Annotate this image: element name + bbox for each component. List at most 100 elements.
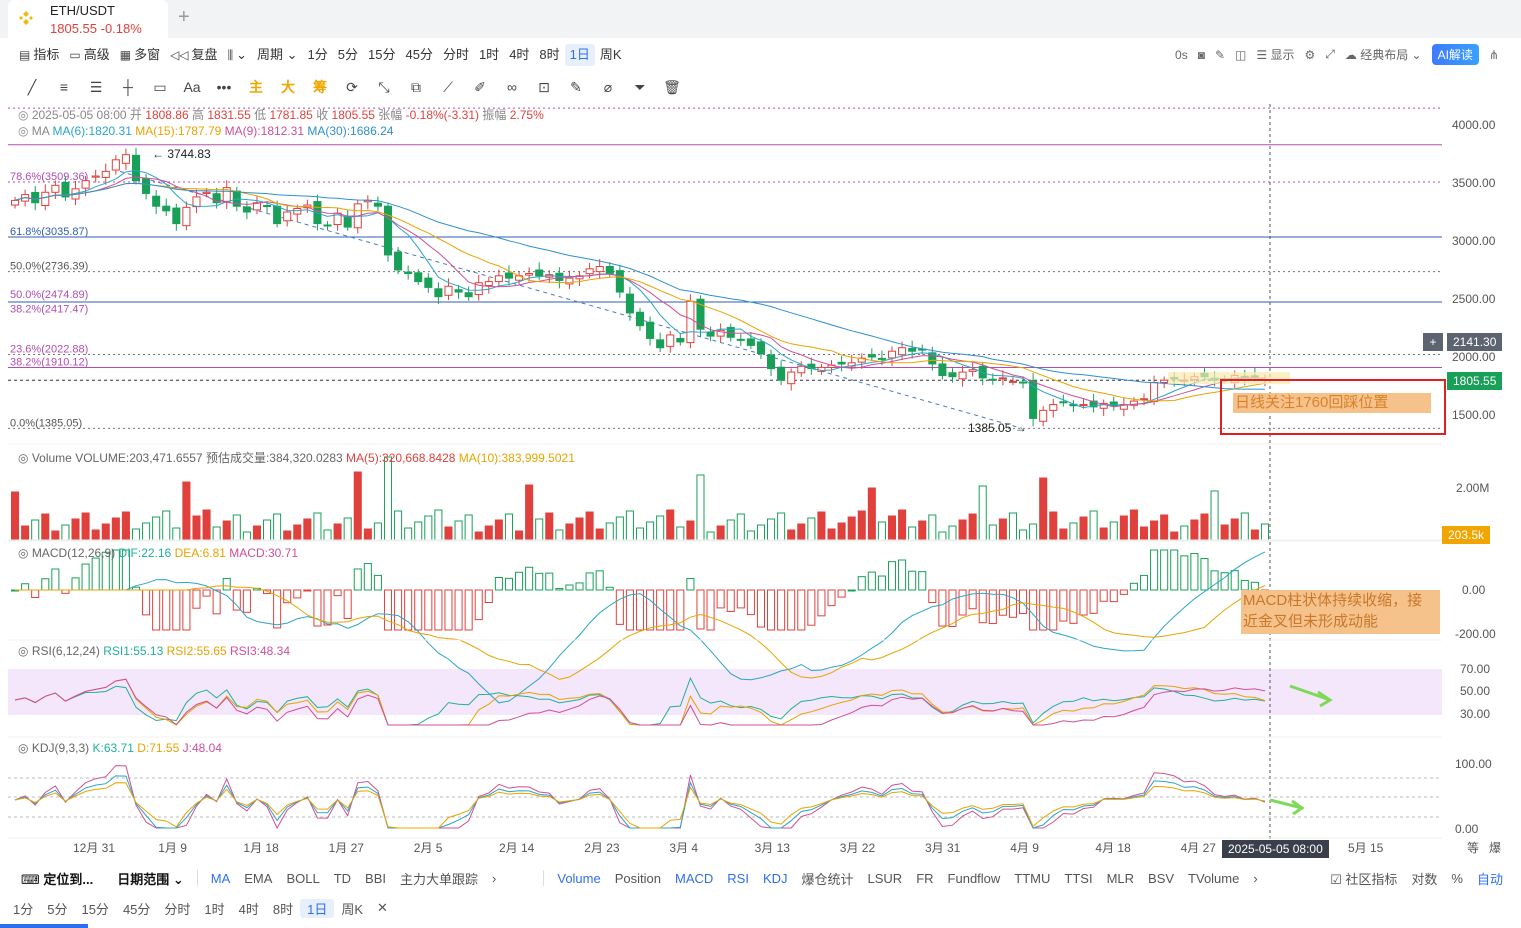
line-tool-icon[interactable]: ╱ <box>27 78 37 95</box>
copy-tool-icon[interactable]: ⧉ <box>411 78 421 95</box>
b-interval-1m[interactable]: 1分 <box>13 901 34 917</box>
sub-ind-lsur[interactable]: LSUR <box>867 870 903 886</box>
b-interval-1h[interactable]: 1时 <box>204 901 225 917</box>
interval-4h[interactable]: 4时 <box>509 47 530 62</box>
magnet-tool-icon[interactable]: ⌀ <box>603 78 613 95</box>
macd-bar <box>837 589 846 598</box>
main-ind-bigorder[interactable]: 主力大单跟踪 <box>400 871 479 887</box>
interval-1m[interactable]: 1分 <box>307 47 328 62</box>
b-interval-15m[interactable]: 15分 <box>81 901 109 917</box>
glasses-tool-icon[interactable]: ∞ <box>507 79 517 95</box>
display-button[interactable]: ☰ 显示 <box>1256 48 1295 62</box>
close-icon[interactable]: ✕ <box>377 900 388 915</box>
advanced-button[interactable]: ▭ 高级 <box>69 47 110 62</box>
percent-scale-toggle[interactable]: % <box>1451 870 1463 886</box>
fullscreen-icon[interactable]: ⤢ <box>1325 47 1335 61</box>
edit-tool-icon[interactable]: ✎ <box>570 78 582 95</box>
pencil-icon[interactable]: ✎ <box>1214 47 1226 62</box>
tab-eth-usdt[interactable]: ETH/USDT 1805.55 -0.18% <box>8 0 168 38</box>
b-interval-4h[interactable]: 4时 <box>238 901 259 917</box>
indicator-button[interactable]: ▤ 指标 <box>19 47 60 62</box>
chart-type-button[interactable]: ⫼ ⌄ <box>227 47 247 62</box>
replay-button[interactable]: ◁◁ 复盘 <box>170 47 218 62</box>
add-alert-icon[interactable]: + <box>1423 333 1443 351</box>
volume-bar <box>1049 511 1058 541</box>
sub-ind-tvolume[interactable]: TVolume <box>1188 870 1240 886</box>
cycle-tool-icon[interactable]: ⟳ <box>346 78 358 95</box>
b-interval-5m[interactable]: 5分 <box>47 901 68 917</box>
more-tools-icon[interactable]: ••• <box>216 79 232 95</box>
sub-ind-mlr[interactable]: MLR <box>1106 870 1135 886</box>
interval-1d[interactable]: 1日 <box>564 44 595 66</box>
annotation-note-macd: MACD柱状体持续收缩，接 近金叉但未形成动能 <box>1241 590 1440 634</box>
layout-dropdown[interactable]: ☁ 经典布局 ⌄ <box>1344 48 1422 62</box>
rect-tool-icon[interactable]: ▭ <box>153 78 167 95</box>
sub-ind-kdj[interactable]: KDJ <box>762 870 788 886</box>
auto-scale-toggle[interactable]: 自动 <box>1476 871 1503 887</box>
sub-ind-macd[interactable]: MACD <box>674 870 714 886</box>
locate-button[interactable]: ⌨ 定位到... <box>21 871 94 887</box>
macd-bar <box>777 589 786 631</box>
main-ind-ema[interactable]: EMA <box>244 870 273 886</box>
sub-ind-position[interactable]: Position <box>614 870 661 886</box>
period-dropdown[interactable]: 周期 ⌄ <box>257 47 298 62</box>
community-indicator-button[interactable]: ☑ 社区指标 <box>1330 871 1398 887</box>
interval-week[interactable]: 周K <box>599 47 622 62</box>
main-ind-ma[interactable]: MA <box>210 870 231 886</box>
measure-tool-icon[interactable]: ⤡ <box>378 78 390 95</box>
multi-window-button[interactable]: ▦ 多窗 <box>119 47 161 62</box>
interval-1h[interactable]: 1时 <box>478 47 500 62</box>
share-icon[interactable]: ⋔ <box>1488 47 1499 62</box>
lock-tool-icon[interactable]: ⊡ <box>538 78 550 95</box>
sub-ind-liq[interactable]: 爆仓统计 <box>801 871 854 887</box>
volume-bar <box>1079 516 1088 541</box>
filter-tool-icon[interactable]: ⏷ <box>634 78 646 95</box>
channel-tool-icon[interactable]: ☰ <box>89 78 103 95</box>
interval-15m[interactable]: 15分 <box>368 47 396 62</box>
sub-ind-ttsi[interactable]: TTSI <box>1064 870 1093 886</box>
parallel-tool-icon[interactable]: ≡ <box>59 79 69 95</box>
hline-tool-icon[interactable]: ┼ <box>123 79 133 95</box>
chip-tool[interactable]: 筹 <box>313 79 327 95</box>
main-ind-td[interactable]: TD <box>333 870 352 886</box>
main-ind-boll[interactable]: BOLL <box>286 870 320 886</box>
text-tool[interactable]: Aa <box>183 79 201 95</box>
chevron-right-icon[interactable]: › <box>1253 870 1258 886</box>
add-tab-icon[interactable]: + <box>178 6 190 28</box>
macd-bar <box>877 575 886 591</box>
interval-timeshare[interactable]: 分时 <box>442 47 469 62</box>
settings-icon[interactable]: ⚙ <box>1304 47 1316 62</box>
camera-icon[interactable]: ◙ <box>1197 47 1205 62</box>
volume-bar <box>252 525 261 541</box>
brush-tool-icon[interactable]: ✐ <box>474 78 486 95</box>
macd-bar <box>1008 589 1017 618</box>
b-interval-8h[interactable]: 8时 <box>272 901 294 917</box>
interval-5m[interactable]: 5分 <box>337 47 358 62</box>
b-interval-timeshare[interactable]: 分时 <box>164 901 191 917</box>
interval-45m[interactable]: 45分 <box>405 47 433 62</box>
macd-bar <box>1139 574 1149 591</box>
log-scale-toggle[interactable]: 对数 <box>1411 871 1438 887</box>
b-interval-1d[interactable]: 1日 <box>300 898 335 918</box>
sub-ind-fr[interactable]: FR <box>916 870 934 886</box>
date-range-dropdown[interactable]: 日期范围 ⌄ <box>117 871 184 887</box>
sub-ind-volume[interactable]: Volume <box>557 870 601 886</box>
interval-8h[interactable]: 8时 <box>539 47 560 62</box>
ruler-tool-icon[interactable]: ⟋ <box>443 78 453 95</box>
sub-ind-rsi[interactable]: RSI <box>727 870 749 886</box>
sub-ind-ttmu[interactable]: TTMU <box>1014 870 1051 886</box>
indicator-bar: ⌨ 定位到... 日期范围 ⌄ MA EMA BOLL TD BBI 主力大单跟… <box>0 864 1510 892</box>
main-tool[interactable]: 主 <box>249 79 263 95</box>
macd-bar <box>928 589 937 603</box>
window-icon[interactable]: ◫ <box>1235 47 1247 62</box>
b-interval-45m[interactable]: 45分 <box>122 901 151 917</box>
price-chart[interactable]: 4000.00 3500.00 3000.00 2500.00 2000.00 1500.… <box>0 100 1521 860</box>
ai-analysis-button[interactable]: AI解读 <box>1431 44 1479 65</box>
sub-ind-bsv[interactable]: BSV <box>1148 870 1175 886</box>
b-interval-week[interactable]: 周K <box>341 901 364 917</box>
main-ind-bbi[interactable]: BBI <box>365 870 386 886</box>
big-tool[interactable]: 大 <box>281 79 295 95</box>
chevron-right-icon[interactable]: › <box>492 870 497 886</box>
sub-ind-fundflow[interactable]: Fundflow <box>947 870 1001 886</box>
trash-tool-icon[interactable]: 🗑 <box>663 78 681 95</box>
